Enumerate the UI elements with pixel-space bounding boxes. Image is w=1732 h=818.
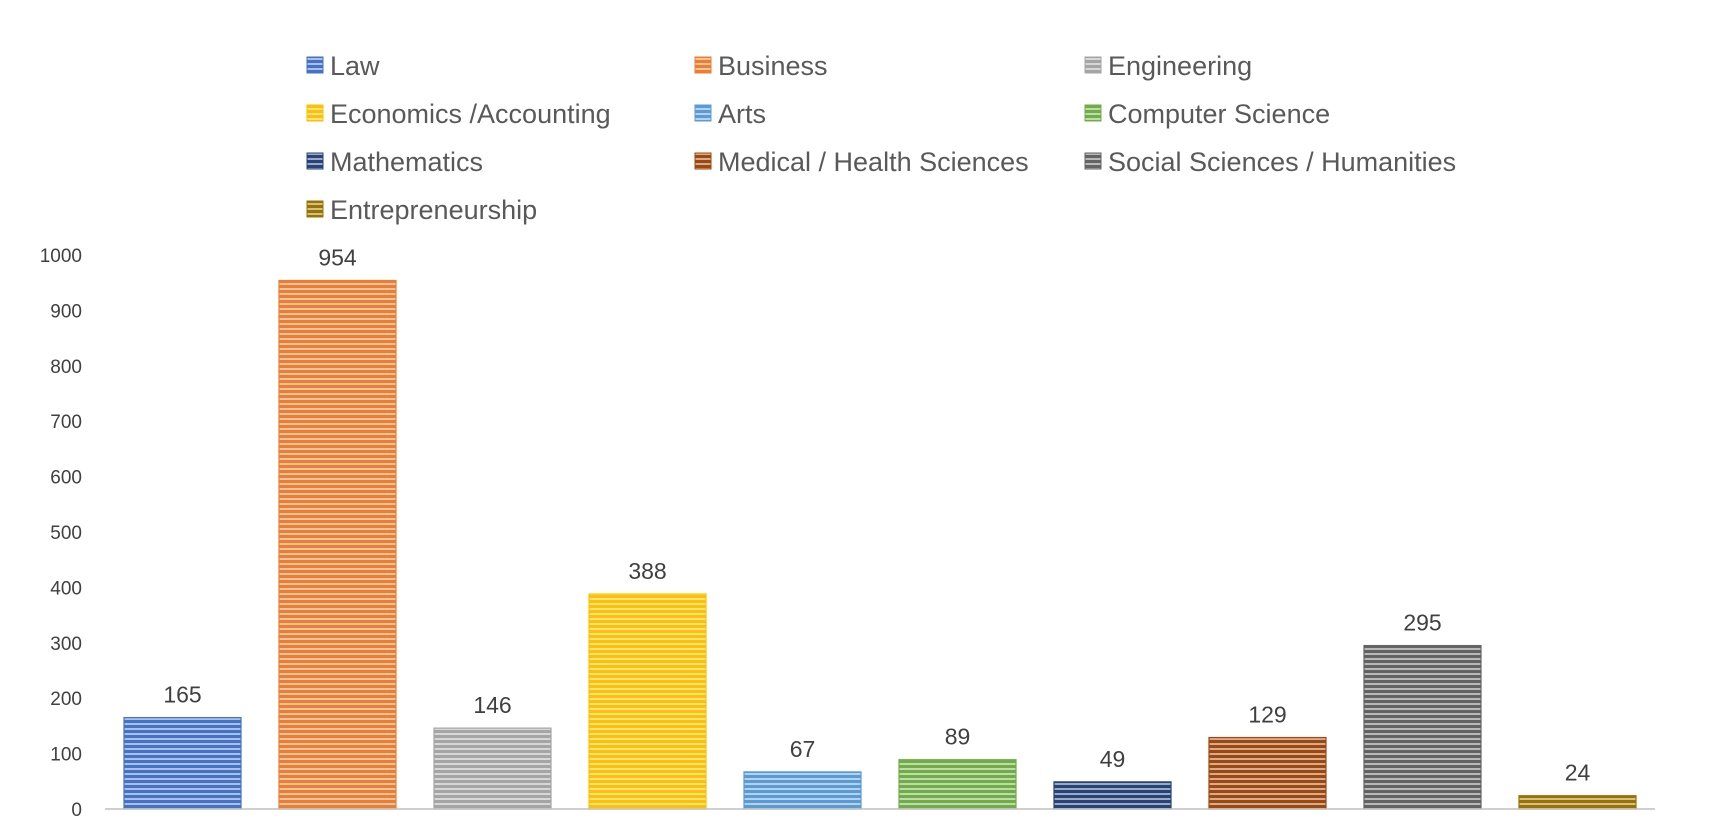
legend-label: Computer Science xyxy=(1108,99,1330,129)
legend-item-mathematics: Mathematics xyxy=(306,147,483,177)
data-labels: 165 954 146 388 67 89 49 129 295 24 xyxy=(163,244,1590,785)
y-tick-label: 300 xyxy=(50,634,82,655)
legend-label: Engineering xyxy=(1108,51,1252,81)
data-label-medical-health-sciences: 129 xyxy=(1248,702,1286,728)
data-label-business: 954 xyxy=(318,244,357,270)
legend-label: Medical / Health Sciences xyxy=(718,147,1029,177)
legend-label: Entrepreneurship xyxy=(330,195,537,225)
bar-mathematics xyxy=(1053,781,1172,810)
legend-swatch xyxy=(1084,152,1102,170)
bars xyxy=(123,279,1637,810)
data-label-engineering: 146 xyxy=(473,692,511,718)
y-tick-label: 200 xyxy=(50,689,82,710)
legend-label: Social Sciences / Humanities xyxy=(1108,147,1456,177)
y-tick-label: 700 xyxy=(50,412,82,433)
legend-swatch xyxy=(694,104,712,122)
y-tick-label: 800 xyxy=(50,357,82,378)
legend-swatch xyxy=(694,56,712,74)
y-axis: 0 100 200 300 400 500 600 700 800 900 1000 xyxy=(40,246,82,818)
legend-swatch xyxy=(306,56,324,74)
bar-medical-health-sciences xyxy=(1208,736,1327,810)
data-label-social-sciences-humanities: 295 xyxy=(1403,610,1441,636)
y-tick-label: 500 xyxy=(50,523,82,544)
bar-social-sciences-humanities xyxy=(1363,644,1482,810)
legend-item-law: Law xyxy=(306,51,380,81)
bar-entrepreneurship xyxy=(1518,795,1637,810)
legend-item-computer-science: Computer Science xyxy=(1084,99,1330,129)
bar-arts xyxy=(743,771,862,810)
y-tick-label: 600 xyxy=(50,468,82,489)
legend: Law Business Engineering Economics /Account… xyxy=(306,51,1456,225)
data-label-law: 165 xyxy=(163,682,201,708)
bar-law xyxy=(123,716,242,810)
bar-business xyxy=(278,279,397,810)
y-tick-label: 400 xyxy=(50,578,82,599)
y-tick-label: 1000 xyxy=(40,246,82,267)
legend-swatch xyxy=(1084,56,1102,74)
y-tick-label: 900 xyxy=(50,301,82,322)
legend-swatch xyxy=(694,152,712,170)
legend-swatch xyxy=(306,200,324,218)
data-label-arts: 67 xyxy=(790,736,816,762)
legend-swatch xyxy=(306,152,324,170)
legend-item-entrepreneurship: Entrepreneurship xyxy=(306,195,537,225)
legend-label: Mathematics xyxy=(330,147,483,177)
legend-item-economics-accounting: Economics /Accounting xyxy=(306,99,611,129)
data-label-entrepreneurship: 24 xyxy=(1565,760,1591,786)
legend-label: Law xyxy=(330,51,380,81)
data-label-economics-accounting: 388 xyxy=(628,558,666,584)
legend-item-arts: Arts xyxy=(694,99,766,129)
data-label-mathematics: 49 xyxy=(1100,746,1126,772)
legend-label: Economics /Accounting xyxy=(330,99,611,129)
y-tick-label: 100 xyxy=(50,745,82,766)
legend-label: Arts xyxy=(718,99,766,129)
legend-label: Business xyxy=(718,51,828,81)
bar-engineering xyxy=(433,727,552,810)
legend-item-social-sciences-humanities: Social Sciences / Humanities xyxy=(1084,147,1456,177)
legend-item-engineering: Engineering xyxy=(1084,51,1252,81)
legend-swatch xyxy=(1084,104,1102,122)
legend-item-medical-health-sciences: Medical / Health Sciences xyxy=(694,147,1029,177)
bar-computer-science xyxy=(898,759,1017,810)
y-tick-label: 0 xyxy=(71,800,82,818)
legend-item-business: Business xyxy=(694,51,828,81)
legend-swatch xyxy=(306,104,324,122)
bar-economics-accounting xyxy=(588,593,707,810)
data-label-computer-science: 89 xyxy=(945,724,971,750)
